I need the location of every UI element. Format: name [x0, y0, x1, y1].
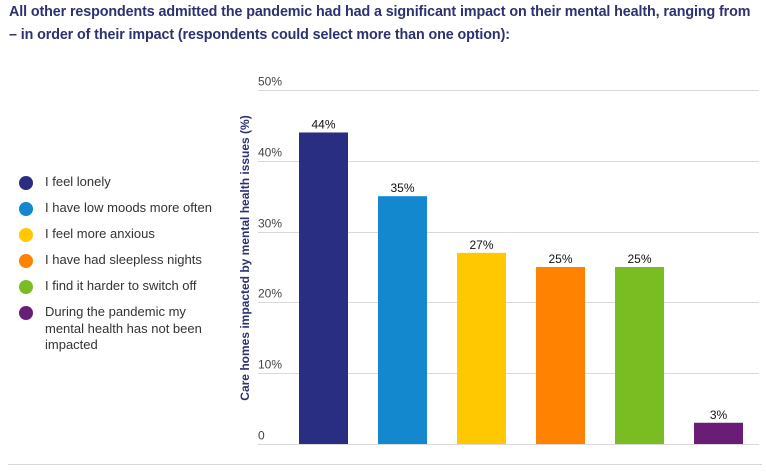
y-axis-title: Care homes impacted by mental health iss…	[238, 115, 252, 400]
bar-value-label: 27%	[469, 238, 493, 252]
y-tick-label: 10%	[258, 358, 282, 372]
legend-label: I have had sleepless nights	[45, 252, 202, 267]
legend-dot-icon	[19, 175, 33, 190]
bar-value-label: 3%	[710, 408, 728, 422]
bar	[694, 422, 743, 444]
y-tick-label: 50%	[258, 75, 282, 89]
y-axis-ticks: 0 10% 20% 30% 40% 50%	[258, 75, 282, 443]
y-tick-label: 0	[258, 429, 265, 443]
legend-dot-icon	[19, 279, 33, 294]
bar-value-label: 25%	[627, 252, 651, 266]
legend-item-switch-off: I find it harder to switch off	[19, 278, 219, 295]
bottom-divider	[8, 464, 762, 465]
legend-dot-icon	[19, 227, 33, 242]
bar-value-label: 25%	[548, 252, 572, 266]
bar	[615, 267, 664, 444]
legend-label: I feel more anxious	[45, 226, 155, 241]
bar	[457, 252, 506, 444]
legend-label: During the pandemic my mental health has…	[45, 304, 202, 352]
bar-value-label: 44%	[311, 117, 335, 131]
legend-dot-icon	[19, 201, 33, 216]
bars	[299, 132, 743, 445]
bar	[378, 196, 427, 444]
legend-label: I find it harder to switch off	[45, 278, 197, 293]
legend-item-lonely: I feel lonely	[19, 174, 219, 191]
intro-text: All other respondents admitted the pande…	[9, 4, 751, 43]
data-labels: 44% 35% 27% 25% 25% 3%	[311, 117, 727, 421]
y-tick-label: 40%	[258, 146, 282, 160]
legend-item-low-moods: I have low moods more often	[19, 200, 219, 217]
bar-value-label: 35%	[390, 181, 414, 195]
legend-item-sleepless: I have had sleepless nights	[19, 252, 219, 269]
y-tick-label: 30%	[258, 217, 282, 231]
legend-dot-icon	[19, 305, 33, 320]
legend-item-anxious: I feel more anxious	[19, 226, 219, 243]
bar	[299, 132, 348, 445]
legend-label: I feel lonely	[45, 174, 111, 189]
legend-dot-icon	[19, 253, 33, 268]
legend-item-not-impacted: During the pandemic my mental health has…	[19, 304, 219, 354]
bar	[536, 267, 585, 444]
chart-legend: I feel lonely I have low moods more ofte…	[19, 174, 219, 363]
legend-label: I have low moods more often	[45, 200, 212, 215]
y-tick-label: 20%	[258, 287, 282, 301]
